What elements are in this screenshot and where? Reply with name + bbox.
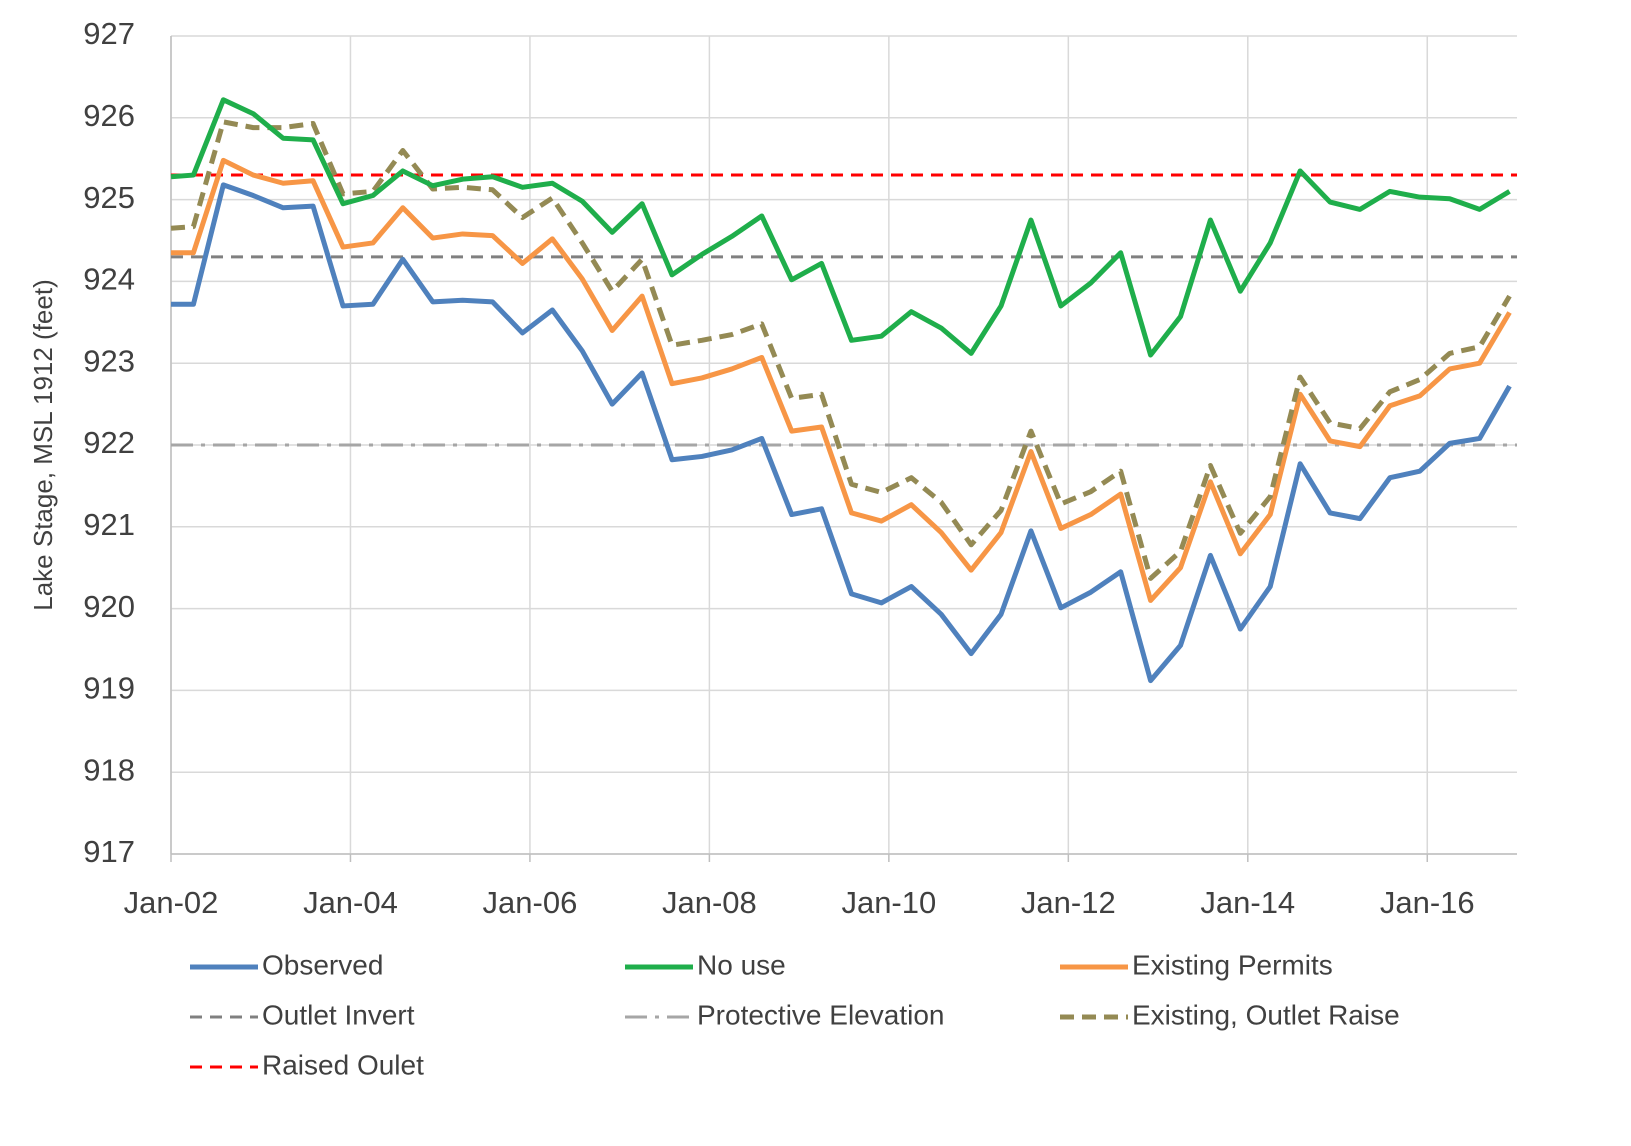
y-tick-label: 920: [83, 589, 135, 624]
y-tick-label: 919: [83, 671, 135, 706]
legend-label: Outlet Invert: [262, 999, 415, 1030]
x-tick-label: Jan-14: [1200, 885, 1295, 920]
x-tick-label: Jan-16: [1380, 885, 1475, 920]
legend-label: Existing, Outlet Raise: [1132, 999, 1400, 1030]
y-tick-label: 923: [83, 343, 135, 378]
series-line: [170, 97, 1511, 358]
y-tick-label: 918: [83, 752, 135, 787]
legend-label: Raised Oulet: [262, 1049, 424, 1080]
y-tick-label: 924: [83, 262, 135, 297]
y-tick-label: 926: [83, 98, 135, 133]
legend-label: Existing Permits: [1132, 949, 1333, 980]
x-tick-label: Jan-04: [303, 885, 398, 920]
x-tick-label: Jan-12: [1021, 885, 1116, 920]
x-tick-label: Jan-06: [483, 885, 578, 920]
y-axis-label: Lake Stage, MSL 1912 (feet): [28, 279, 58, 610]
series-line: [171, 157, 1512, 603]
x-tick-label: Jan-08: [662, 885, 757, 920]
series-line: [170, 119, 1512, 581]
x-tick-label: Jan-10: [841, 885, 936, 920]
y-tick-label: 921: [83, 507, 135, 542]
legend-label: Protective Elevation: [697, 999, 944, 1030]
y-tick-label: 917: [83, 834, 135, 869]
y-tick-label: 927: [83, 16, 135, 51]
series-line: [171, 182, 1512, 684]
legend-label: No use: [697, 949, 786, 980]
x-tick-label: Jan-02: [124, 885, 219, 920]
y-tick-label: 925: [83, 180, 135, 215]
legend-label: Observed: [262, 949, 383, 980]
y-tick-label: 922: [83, 425, 135, 460]
